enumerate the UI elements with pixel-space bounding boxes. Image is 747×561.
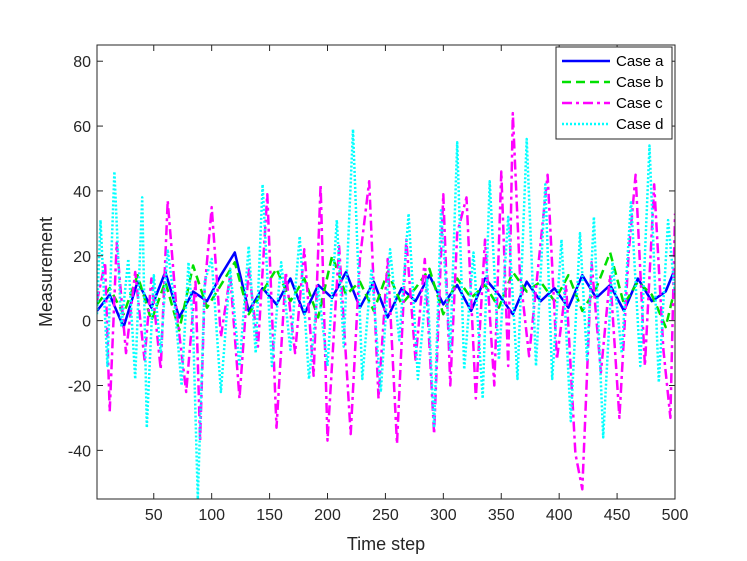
plot-frame (96, 44, 676, 500)
y-tick-label: -40 (68, 443, 91, 460)
y-tick-label: 0 (82, 314, 91, 331)
legend-label: Case a (616, 53, 664, 70)
plot-lines (97, 111, 675, 499)
legend: Case a Case b Case c Case d (555, 46, 673, 140)
y-tick-label: 40 (73, 184, 91, 201)
x-tick-label: 350 (488, 507, 515, 524)
x-tick-label: 200 (314, 507, 341, 524)
x-tick-label: 500 (662, 507, 689, 524)
y-tick-label: 20 (73, 249, 91, 266)
x-tick-label: 450 (604, 507, 631, 524)
y-tick-label: 60 (73, 119, 91, 136)
y-tick-label: 80 (73, 54, 91, 71)
y-axis-label: Measurement (36, 217, 56, 327)
series-line-d (97, 128, 675, 499)
x-tick-label: 150 (256, 507, 283, 524)
axis-tick-labels: 50 100 150 200 250 300 350 400 450 500 -40 -20 0 20 40… (68, 54, 689, 524)
series-line-c (97, 111, 675, 491)
legend-label: Case b (616, 74, 664, 91)
x-tick-label: 100 (198, 507, 225, 524)
x-tick-label: 300 (430, 507, 457, 524)
x-axis-label: Time step (347, 534, 425, 554)
legend-label: Case d (616, 116, 664, 133)
x-tick-label: 50 (145, 507, 163, 524)
x-tick-label: 400 (546, 507, 573, 524)
legend-label: Case c (616, 95, 663, 112)
y-tick-label: -20 (68, 379, 91, 396)
axis-ticks (97, 45, 676, 499)
x-tick-label: 250 (372, 507, 399, 524)
